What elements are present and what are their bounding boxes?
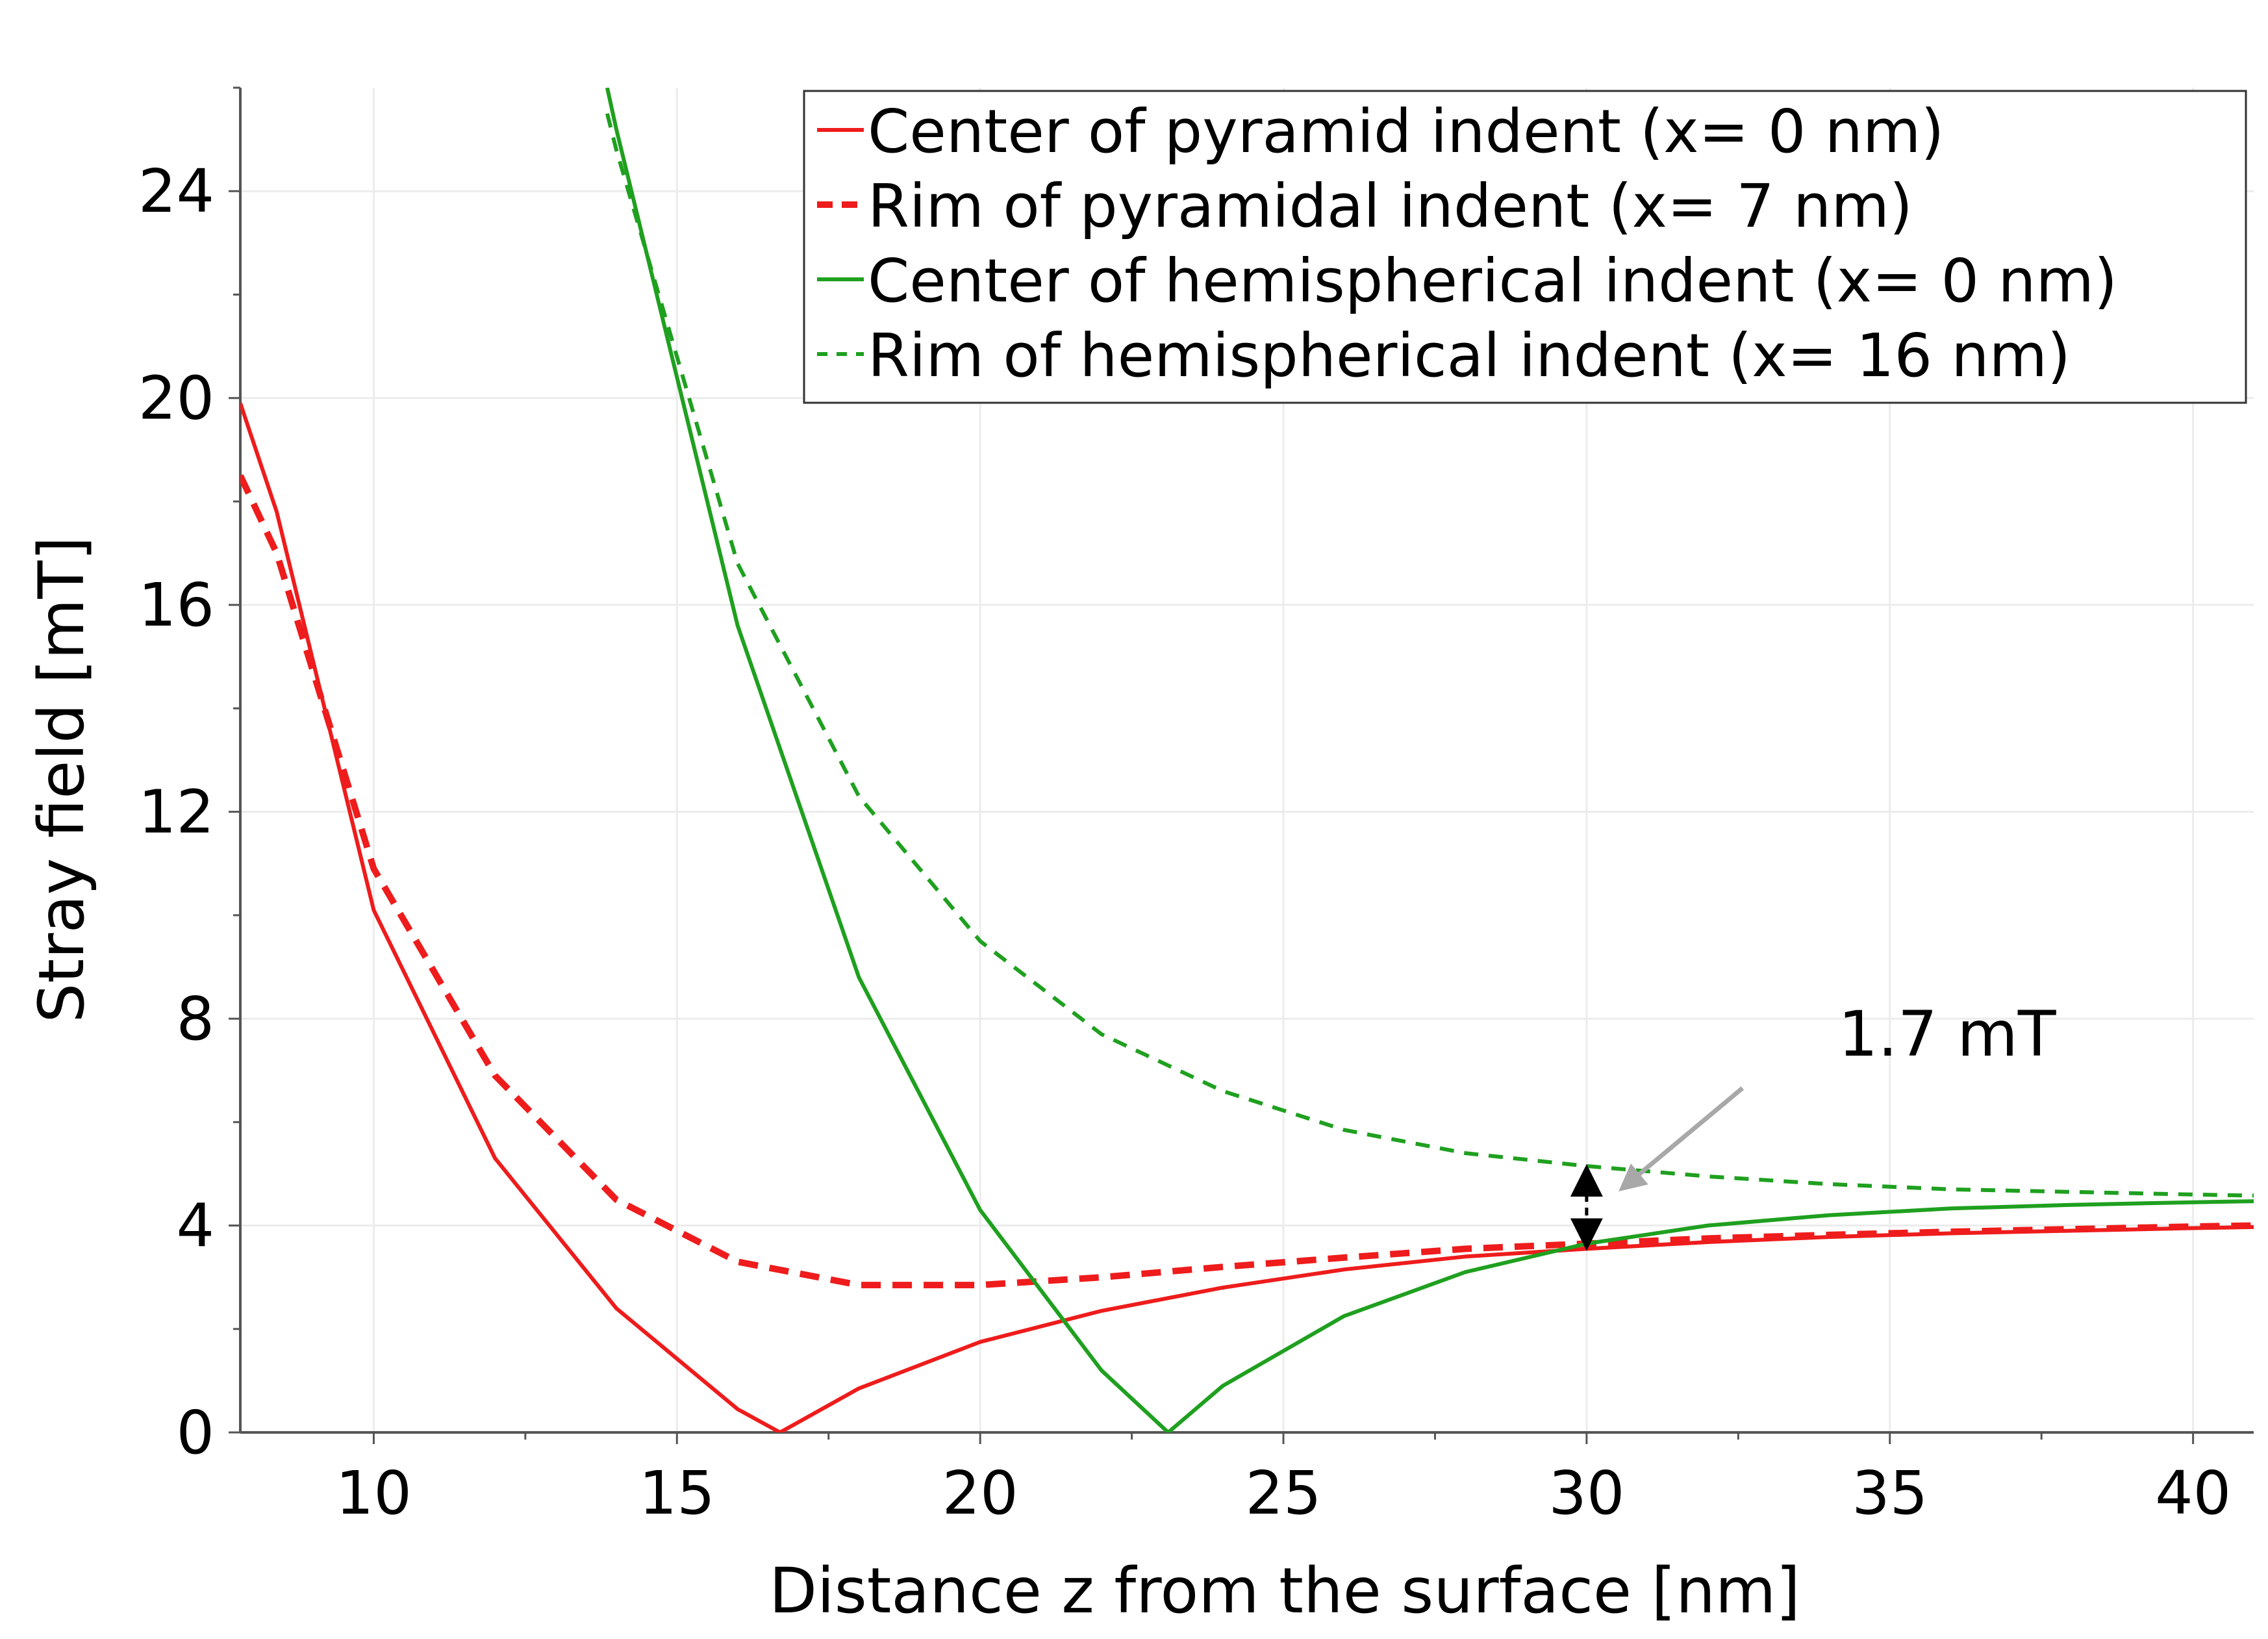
x-tick-label-25: 25: [1245, 1458, 1321, 1528]
x-tick-label-40: 40: [2155, 1458, 2231, 1528]
annotation-pointer-arrow: [1619, 1086, 1745, 1191]
x-tick-label-30: 30: [1548, 1458, 1624, 1528]
legend-label-4: Rim of hemispherical indent (x= 16 nm): [868, 321, 2071, 390]
y-tick-label-16: 16: [138, 570, 214, 640]
annotation-label: 1.7 mT: [1838, 998, 2056, 1071]
y-tick-label-12: 12: [138, 778, 214, 847]
y-tick-label-8: 8: [176, 984, 214, 1054]
y-tick-label-4: 4: [176, 1191, 214, 1261]
series-lines: [240, 88, 2254, 1432]
annotation: 1.7 mT: [1570, 998, 2056, 1251]
series-line-4: [605, 113, 2254, 1198]
legend-box: [803, 90, 2247, 404]
axes: [229, 86, 2254, 1444]
y-tick-label-20: 20: [138, 364, 214, 433]
legend-label-3: Center of hemispherical indent (x= 0 nm): [868, 246, 2117, 316]
series-line-2: [240, 474, 2254, 1289]
y-tick-label-0: 0: [176, 1398, 214, 1467]
y-axis-title: Stray field [mT]: [25, 537, 98, 1023]
y-tick-label-24: 24: [138, 157, 214, 226]
x-tick-label-15: 15: [639, 1458, 715, 1528]
series-line-1: [240, 402, 2254, 1432]
series-line-3: [605, 88, 2254, 1432]
x-tick-label-20: 20: [942, 1458, 1018, 1528]
legend: Center of pyramid indent (x= 0 nm)Rim of…: [803, 90, 2247, 404]
tick-labels: 10 15 20 25 30 35 40 0 4 8 12 16 20 24: [138, 157, 2231, 1528]
x-axis-title: Distance z from the surface [nm]: [769, 1555, 1800, 1627]
x-tick-label-10: 10: [336, 1458, 412, 1528]
x-tick-label-35: 35: [1852, 1458, 1928, 1528]
legend-label-2: Rim of pyramidal indent (x= 7 nm): [868, 172, 1913, 241]
legend-label-1: Center of pyramid indent (x= 0 nm): [868, 97, 1944, 166]
